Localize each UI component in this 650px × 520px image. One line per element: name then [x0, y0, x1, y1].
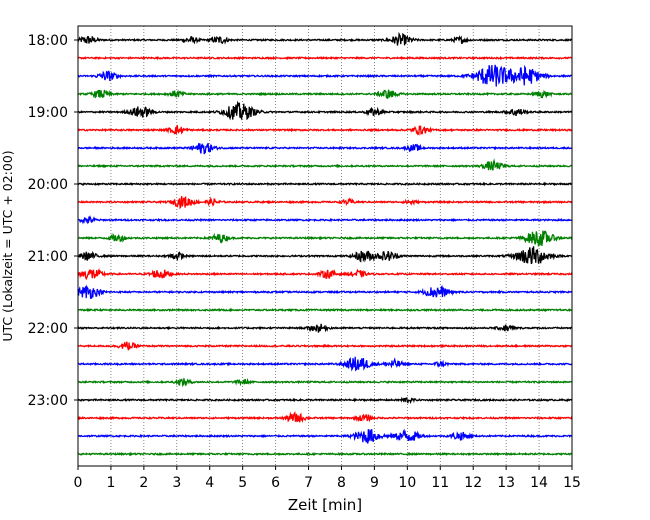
trace-2245 — [77, 377, 573, 388]
trace-2330 — [77, 428, 573, 444]
x-tick-label: 12 — [464, 475, 482, 491]
trace-2115 — [77, 267, 573, 281]
x-tick-label: 5 — [238, 475, 247, 491]
trace-2315 — [77, 410, 573, 424]
y-tick-label: 20:00 — [28, 177, 68, 193]
y-axis-label: UTC (Lokalzeit = UTC + 02:00) — [0, 150, 15, 341]
y-tick-label: 21:00 — [28, 249, 68, 265]
trace-1815 — [77, 55, 573, 61]
trace-2130 — [77, 284, 573, 299]
x-tick-label: 4 — [205, 475, 214, 491]
x-tick-label: 14 — [530, 475, 548, 491]
trace-2200 — [77, 323, 573, 333]
y-axis-ticks: 18:00 19:00 20:00 21:00 22:00 23:00 — [28, 33, 78, 409]
x-tick-label: 2 — [139, 475, 148, 491]
x-tick-label: 9 — [370, 475, 379, 491]
x-tick-label: 8 — [337, 475, 346, 491]
trace-2300 — [77, 396, 573, 405]
seismogram-traces — [77, 31, 573, 457]
y-tick-label: 18:00 — [28, 33, 68, 49]
x-tick-label: 10 — [398, 475, 416, 491]
trace-1845 — [77, 89, 573, 99]
vertical-grid — [110, 26, 540, 466]
trace-1800 — [77, 31, 573, 46]
x-axis-ticks: 0 1 2 3 4 5 6 7 8 9 10 11 12 13 14 15 — [74, 466, 581, 491]
trace-2045 — [77, 230, 573, 247]
x-tick-label: 6 — [271, 475, 280, 491]
trace-2345 — [77, 451, 573, 457]
x-tick-label: 7 — [304, 475, 313, 491]
x-tick-label: 0 — [74, 475, 83, 491]
y-tick-label: 22:00 — [28, 321, 68, 337]
trace-2030 — [77, 214, 573, 225]
y-tick-label: 23:00 — [28, 393, 68, 409]
x-tick-label: 1 — [106, 475, 115, 491]
trace-1930 — [77, 142, 573, 155]
x-tick-label: 3 — [172, 475, 181, 491]
trace-1945 — [77, 158, 573, 171]
trace-2100 — [77, 246, 573, 265]
trace-2215 — [77, 341, 573, 351]
x-tick-label: 15 — [563, 475, 581, 491]
y-tick-label: 19:00 — [28, 105, 68, 121]
trace-1900 — [77, 100, 573, 121]
x-tick-label: 11 — [431, 475, 449, 491]
trace-1830 — [77, 64, 573, 87]
x-tick-label: 13 — [497, 475, 515, 491]
trace-2000 — [77, 181, 573, 187]
x-axis-label: Zeit [min] — [288, 496, 362, 514]
trace-2015 — [77, 196, 573, 210]
trace-2145 — [77, 307, 573, 313]
trace-1915 — [77, 124, 573, 136]
trace-2230 — [77, 356, 573, 372]
plot-frame — [77, 25, 573, 467]
